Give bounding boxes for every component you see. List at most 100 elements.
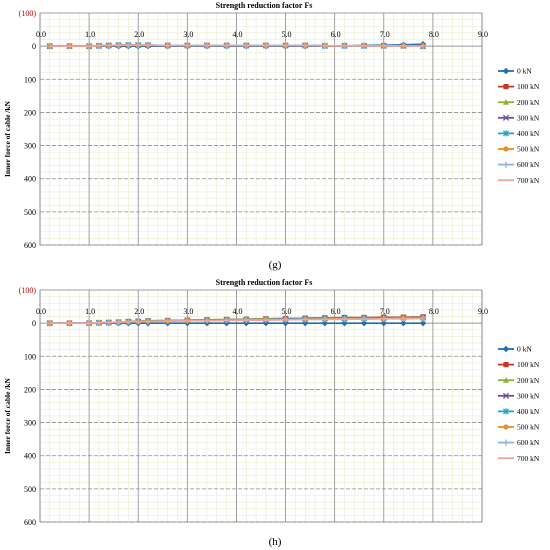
chart-panel-g: Strength reduction factor Fs 0.0 1.0 2.0 3.0… xyxy=(3,1,540,271)
legend-label: 200 kN xyxy=(517,98,540,107)
legend-label: 300 kN xyxy=(517,391,540,400)
y-axis-title: Inner force of cable /kN xyxy=(3,377,12,454)
legend-label: 600 kN xyxy=(517,160,540,169)
legend-marker xyxy=(502,408,510,415)
legend-item: 100 kN xyxy=(498,82,540,91)
legend-item: 0 kN xyxy=(498,67,532,76)
y-tick-label: 300 xyxy=(24,419,36,428)
x-tick-label: 6.0 xyxy=(331,30,341,39)
legend-label: 200 kN xyxy=(517,376,540,385)
legend-marker xyxy=(503,424,509,430)
legend-marker xyxy=(502,67,510,75)
data-point xyxy=(360,319,368,327)
x-tick-label: 3.0 xyxy=(183,307,193,316)
series-700-kn xyxy=(49,317,424,324)
legend-label: 0 kN xyxy=(517,67,532,76)
legend-marker xyxy=(503,146,509,152)
legend-marker xyxy=(502,345,510,353)
y-tick-label: 600 xyxy=(24,518,36,527)
legend-label: 700 kN xyxy=(517,454,540,463)
chart-title: Strength reduction factor Fs xyxy=(216,1,313,10)
y-tick-label: 100 xyxy=(24,352,36,361)
legend-item: 600 kN xyxy=(498,438,540,447)
legend-marker xyxy=(503,377,509,383)
y-tick-label: 100 xyxy=(24,75,36,84)
data-point xyxy=(341,319,348,327)
x-tick-label: 5.0 xyxy=(282,307,292,316)
series-line xyxy=(49,317,424,324)
plot-border xyxy=(39,12,483,246)
y-tick-label: 200 xyxy=(24,385,36,394)
y-tick-label: 0 xyxy=(32,42,36,51)
y-tick-label: 300 xyxy=(24,142,36,151)
x-tick-label: 5.0 xyxy=(282,30,292,39)
legend-marker xyxy=(502,439,510,446)
y-tick-label: 400 xyxy=(24,452,36,461)
data-point xyxy=(419,319,427,327)
legend: 0 kN 100 kN 200 kN 300 kN 400 kN 500 kN 600 kN… xyxy=(498,67,540,185)
x-tick-label: 4.0 xyxy=(232,307,242,316)
legend-marker xyxy=(503,84,509,90)
chart-panel-h: Strength reduction factor Fs 0.0 1.0 2.0 3.0… xyxy=(3,278,540,548)
y-tick-label: 500 xyxy=(24,485,36,494)
legend-marker xyxy=(503,362,509,368)
legend-item: 200 kN xyxy=(498,98,540,107)
plot-area xyxy=(40,290,482,522)
legend-item: 500 kN xyxy=(498,145,540,154)
y-tick-label: 500 xyxy=(24,208,36,217)
x-tick-label: 8.0 xyxy=(429,307,439,316)
panel-caption: (h) xyxy=(269,536,282,548)
plot-border xyxy=(39,289,483,523)
data-point xyxy=(321,319,329,327)
legend-label: 700 kN xyxy=(517,176,540,185)
legend-label: 600 kN xyxy=(517,438,540,447)
y-tick-label: 400 xyxy=(24,175,36,184)
x-tick-label: 2.0 xyxy=(134,30,144,39)
legend-item: 600 kN xyxy=(498,160,540,169)
y-tick-label: (100) xyxy=(19,286,37,295)
y-tick-label: 0 xyxy=(32,319,36,328)
legend-label: 300 kN xyxy=(517,113,540,122)
legend-label: 100 kN xyxy=(517,82,540,91)
x-tick-label: 8.0 xyxy=(429,30,439,39)
y-axis-title: Inner force of cable /kN xyxy=(3,100,12,177)
legend-item: 700 kN xyxy=(498,454,540,463)
x-tick-label: 0.0 xyxy=(36,30,46,39)
data-point xyxy=(380,319,387,327)
legend-item: 100 kN xyxy=(498,360,540,369)
legend-item: 700 kN xyxy=(498,176,540,185)
x-tick-label: 9.0 xyxy=(478,30,488,39)
x-tick-label: 4.0 xyxy=(232,30,242,39)
legend-label: 0 kN xyxy=(517,345,532,354)
series-line xyxy=(49,44,424,47)
x-tick-label: 1.0 xyxy=(85,30,95,39)
legend-label: 500 kN xyxy=(517,145,540,154)
legend-label: 500 kN xyxy=(517,423,540,432)
series-700-kn xyxy=(49,44,424,47)
y-tick-label: 600 xyxy=(24,241,36,250)
legend-item: 300 kN xyxy=(498,391,540,400)
legend-item: 400 kN xyxy=(498,407,540,416)
y-tick-label: 200 xyxy=(24,108,36,117)
x-tick-label: 2.0 xyxy=(134,307,144,316)
y-tick-label: (100) xyxy=(19,9,37,18)
data-point xyxy=(400,319,407,327)
legend-item: 400 kN xyxy=(498,129,540,138)
x-tick-label: 0.0 xyxy=(36,307,46,316)
legend-marker xyxy=(502,130,510,137)
legend-marker xyxy=(503,99,509,105)
x-tick-label: 7.0 xyxy=(380,307,390,316)
x-tick-label: 3.0 xyxy=(183,30,193,39)
legend: 0 kN 100 kN 200 kN 300 kN 400 kN 500 kN 600 kN… xyxy=(498,345,540,463)
legend-marker xyxy=(502,114,510,121)
x-tick-label: 6.0 xyxy=(331,307,341,316)
x-tick-label: 9.0 xyxy=(478,307,488,316)
x-tick-label: 7.0 xyxy=(380,30,390,39)
chart-title: Strength reduction factor Fs xyxy=(216,278,313,287)
x-tick-label: 1.0 xyxy=(85,307,95,316)
legend-item: 0 kN xyxy=(498,345,532,354)
legend-label: 100 kN xyxy=(517,360,540,369)
legend-marker xyxy=(502,392,510,399)
legend-marker xyxy=(502,161,510,168)
